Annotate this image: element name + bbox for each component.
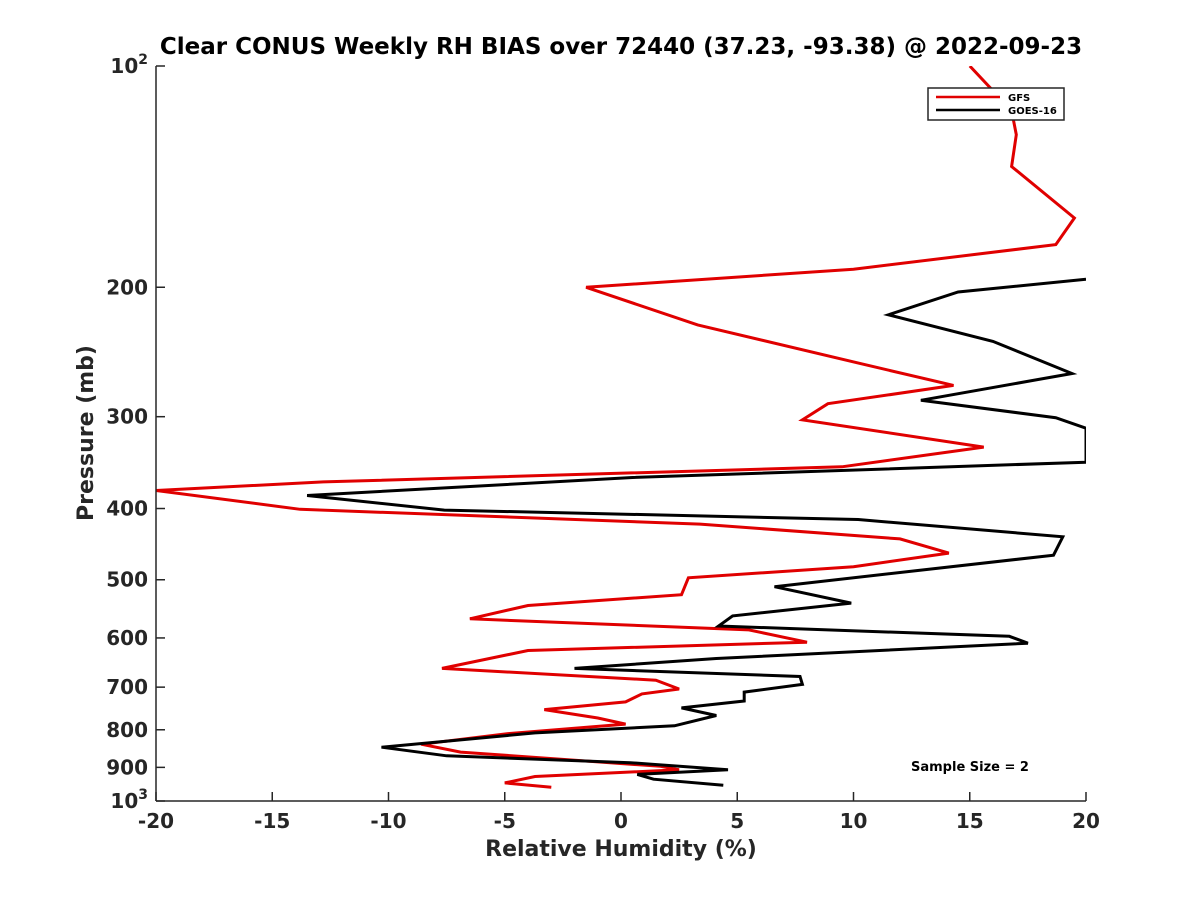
y-tick-label: 500 bbox=[106, 568, 148, 592]
y-tick-exponent: 2 bbox=[138, 52, 148, 68]
series-line-gfs bbox=[156, 66, 1077, 789]
x-tick-label: -10 bbox=[370, 809, 406, 833]
y-tick-label: 800 bbox=[106, 718, 148, 742]
y-tick-label: 102 bbox=[110, 52, 148, 78]
x-tick-label: 0 bbox=[614, 809, 628, 833]
y-tick-label: 600 bbox=[106, 626, 148, 650]
y-tick-label: 200 bbox=[106, 275, 148, 299]
legend-box bbox=[927, 87, 1065, 121]
axes bbox=[155, 66, 1086, 802]
y-axis-label: Pressure (mb) bbox=[74, 345, 99, 521]
y-tick-exponent: 3 bbox=[138, 787, 148, 803]
x-axis-label: Relative Humidity (%) bbox=[485, 837, 757, 862]
x-tick-label: -5 bbox=[494, 809, 516, 833]
y-tick-label: 900 bbox=[106, 755, 148, 779]
x-tick-label: 20 bbox=[1072, 809, 1100, 833]
y-tick-base: 10 bbox=[110, 54, 138, 78]
y-tick-label: 103 bbox=[110, 787, 148, 813]
chart-title: Clear CONUS Weekly RH BIAS over 72440 (3… bbox=[160, 34, 1082, 60]
legend-label-goes16: GOES-16 bbox=[1008, 106, 1057, 117]
x-tick-label: 5 bbox=[730, 809, 744, 833]
x-tick-label: -20 bbox=[138, 809, 174, 833]
sample-size-annotation: Sample Size = 2 bbox=[911, 760, 1029, 775]
y-tick-base: 10 bbox=[110, 789, 138, 813]
legend-label-gfs: GFS bbox=[1008, 93, 1030, 104]
y-tick-label: 700 bbox=[106, 675, 148, 699]
x-ticks: -20 -15 -10 -5 0 5 10 15 20 bbox=[138, 792, 1100, 833]
y-tick-label: 300 bbox=[106, 405, 148, 429]
series-layer bbox=[156, 66, 1086, 789]
x-tick-label: -15 bbox=[254, 809, 290, 833]
y-tick-label: 400 bbox=[106, 497, 148, 521]
x-tick-label: 10 bbox=[840, 809, 868, 833]
series-line-goes16 bbox=[306, 277, 1086, 787]
legend: GFS GOES-16 bbox=[927, 87, 1065, 121]
x-tick-label: 15 bbox=[956, 809, 984, 833]
